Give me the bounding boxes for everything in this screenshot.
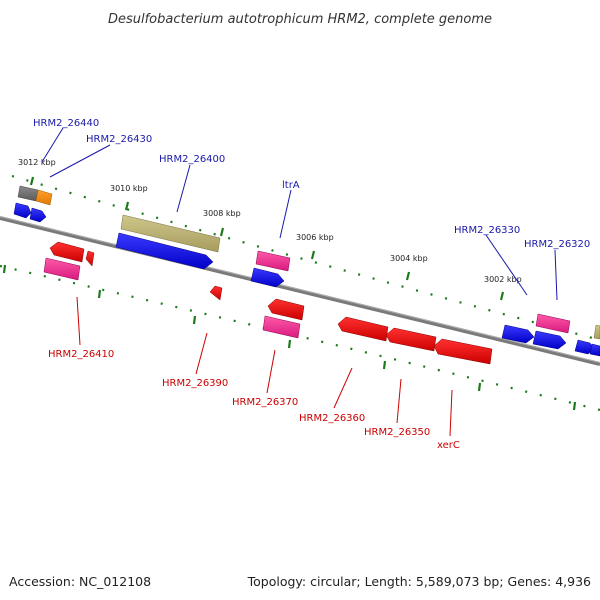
- gene-feature[interactable]: [29, 207, 47, 223]
- gene-feature[interactable]: [535, 313, 571, 334]
- gene-feature[interactable]: [593, 324, 600, 340]
- gene-feature[interactable]: [35, 189, 53, 206]
- gene-feature[interactable]: [267, 298, 305, 321]
- gene-label-hrm2-26430[interactable]: HRM2_26430: [86, 134, 152, 145]
- genome-backbone: [0, 216, 600, 366]
- gene-label-hrm2-26390[interactable]: HRM2_26390: [162, 378, 228, 389]
- gene-label-hrm2-26400[interactable]: HRM2_26400: [159, 154, 225, 165]
- scale-label-3010: 3010 kbp: [110, 184, 148, 193]
- gene-feature[interactable]: [433, 338, 493, 365]
- reverse-leader-lines: [76, 296, 453, 437]
- gene-label-hrm2-26410[interactable]: HRM2_26410: [48, 349, 114, 360]
- gene-feature[interactable]: [255, 250, 291, 272]
- gene-feature[interactable]: [17, 185, 39, 202]
- outer-scale-ring: [11, 174, 600, 342]
- scale-label-3004: 3004 kbp: [390, 254, 428, 263]
- outer-major-ticks: [29, 176, 505, 301]
- gene-feature[interactable]: [43, 257, 81, 281]
- gene-feature[interactable]: [501, 324, 535, 344]
- gene-feature[interactable]: [115, 232, 214, 270]
- gene-feature[interactable]: [120, 214, 221, 253]
- gene-label-hrm2-26350[interactable]: HRM2_26350: [364, 427, 430, 438]
- gene-feature[interactable]: [262, 315, 301, 339]
- gene-label-hrm2-26370[interactable]: HRM2_26370: [232, 397, 298, 408]
- gene-feature[interactable]: [49, 241, 85, 263]
- scale-label-3012: 3012 kbp: [18, 158, 56, 167]
- scale-label-3008: 3008 kbp: [203, 209, 241, 218]
- scale-label-3002: 3002 kbp: [484, 275, 522, 284]
- gene-label-hrm2-26440[interactable]: HRM2_26440: [33, 118, 99, 129]
- inner-major-ticks: [2, 264, 577, 411]
- forward-leader-lines: [41, 127, 558, 301]
- genome-summary-text: Topology: circular; Length: 5,589,073 bp…: [247, 574, 591, 589]
- gene-label-hrm2-26320[interactable]: HRM2_26320: [524, 239, 590, 250]
- gene-feature[interactable]: [13, 202, 32, 219]
- scale-label-3006: 3006 kbp: [296, 233, 334, 242]
- gene-feature[interactable]: [85, 250, 95, 267]
- gene-feature[interactable]: [532, 330, 567, 350]
- gene-feature[interactable]: [385, 327, 437, 352]
- gene-label-hrm2-26330[interactable]: HRM2_26330: [454, 225, 520, 236]
- gene-feature[interactable]: [589, 343, 600, 357]
- gene-label-xerc[interactable]: xerC: [437, 440, 460, 451]
- gene-label-hrm2-26360[interactable]: HRM2_26360: [299, 413, 365, 424]
- gene-feature[interactable]: [250, 267, 285, 288]
- gene-feature[interactable]: [209, 285, 223, 301]
- accession-text: Accession: NC_012108: [9, 574, 151, 589]
- map-title: Desulfobacterium autotrophicum HRM2, com…: [108, 12, 492, 27]
- gene-label-ltra[interactable]: ltrA: [282, 180, 300, 191]
- gene-feature[interactable]: [337, 316, 389, 342]
